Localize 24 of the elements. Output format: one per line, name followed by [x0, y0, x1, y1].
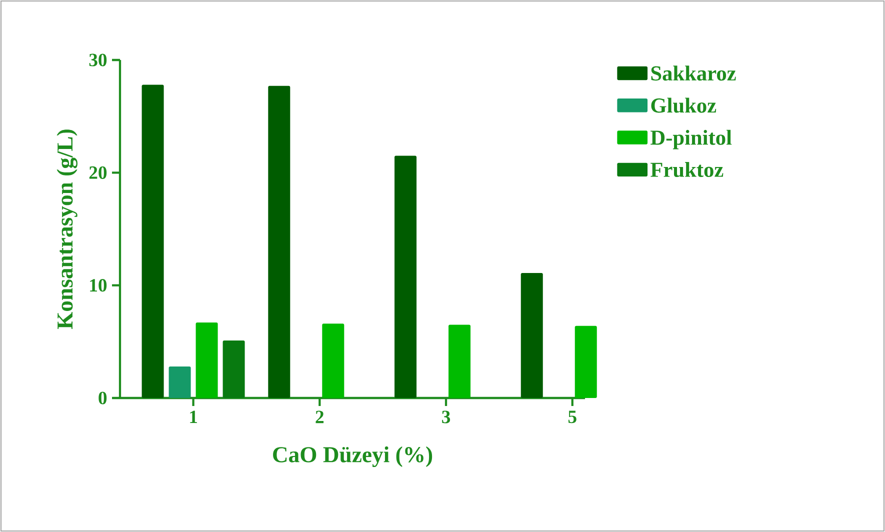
legend-label: Glukoz — [651, 98, 716, 113]
x-tick-label: 5 — [568, 410, 576, 424]
y-tick-label: 10 — [90, 279, 107, 292]
bar — [322, 324, 344, 398]
bar — [168, 366, 191, 398]
y-axis-title: Konsantrasyon (g/L) — [56, 130, 78, 330]
legend-label: D-pinitol — [650, 130, 732, 150]
legend-label: Sakkaroz — [651, 66, 736, 81]
legend-label: Fruktoz — [650, 162, 724, 178]
bar — [520, 272, 543, 398]
bar — [448, 324, 471, 398]
bar — [268, 86, 290, 398]
y-tick-label: 30 — [89, 54, 107, 66]
y-tick-label: 20 — [89, 166, 107, 179]
x-tick-label: 2 — [316, 410, 324, 424]
y-tick-label: 0 — [98, 392, 107, 404]
bar — [222, 340, 245, 398]
x-tick-label: 3 — [442, 410, 450, 424]
bar — [142, 84, 164, 398]
bar — [196, 322, 218, 398]
bar — [574, 326, 597, 398]
x-axis-title: CaO Düzeyi (%) — [273, 446, 432, 468]
x-tick-label: 1 — [190, 410, 197, 424]
bar — [394, 156, 417, 398]
